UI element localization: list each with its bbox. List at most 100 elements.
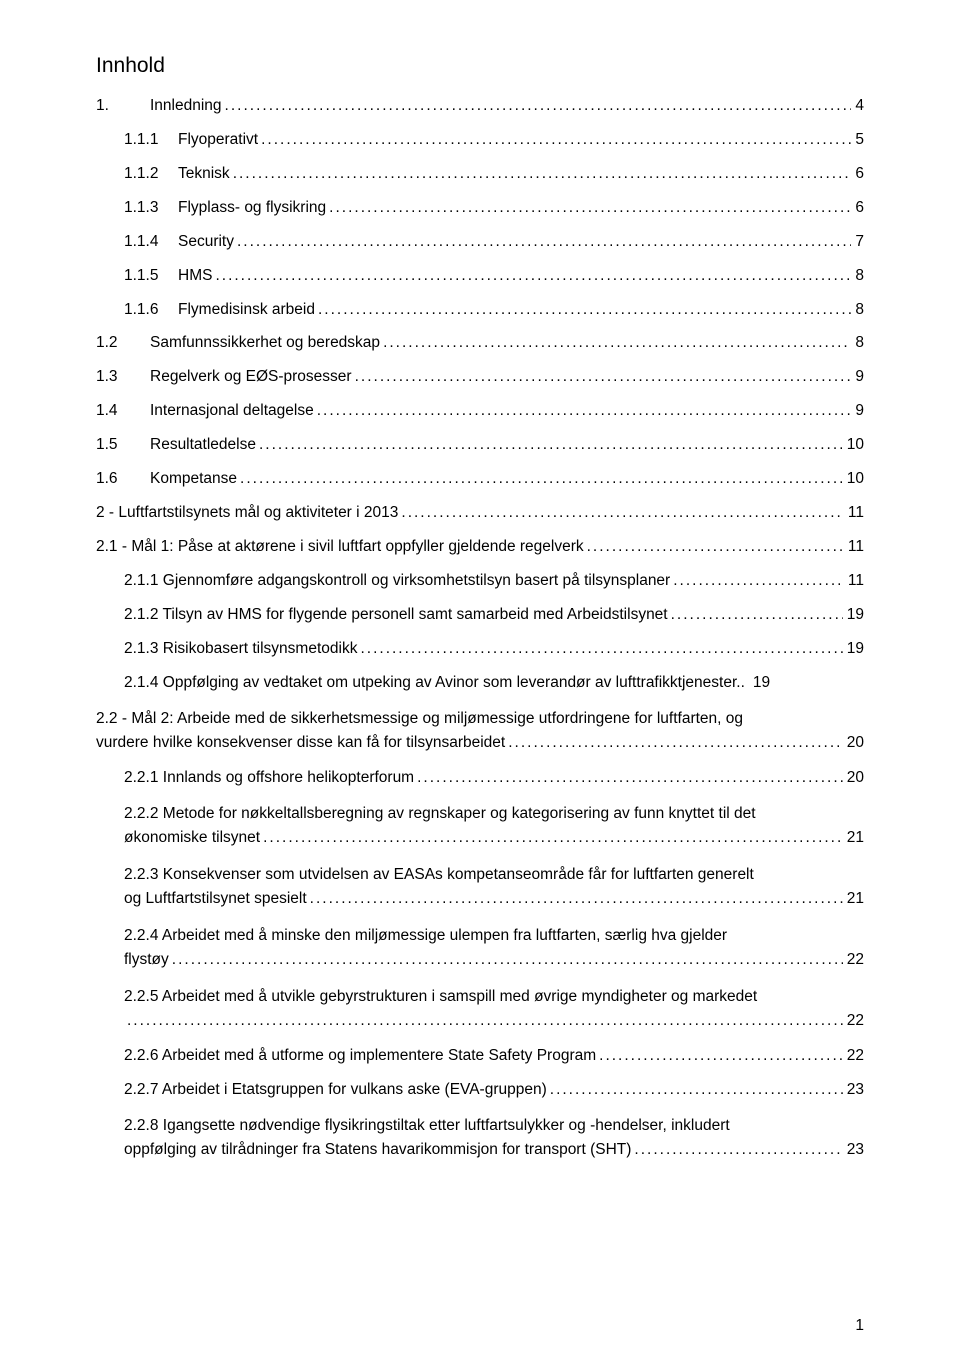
toc-label: Flymedisinsk arbeid (178, 300, 315, 321)
toc-label: Security (178, 232, 234, 253)
toc-number: 1.4 (96, 401, 150, 422)
toc-page: 6 (851, 164, 864, 185)
toc-page: 6 (851, 198, 864, 219)
toc-leader (352, 367, 852, 388)
toc-leader (124, 1009, 843, 1033)
toc-page: 19 (843, 605, 864, 626)
toc-page: 7 (851, 232, 864, 253)
toc-page: 10 (843, 469, 864, 490)
toc-entry[interactable]: 2.2.7 Arbeidet i Etatsgruppen for vulkan… (96, 1080, 864, 1101)
table-of-contents: 1.Innledning41.1.1Flyoperativt51.1.2Tekn… (96, 96, 864, 1162)
toc-entry[interactable]: 2 - Luftfartstilsynets mål og aktivitete… (96, 503, 864, 524)
toc-entry[interactable]: 1.6Kompetanse10 (96, 469, 864, 490)
toc-leader (230, 164, 852, 185)
toc-label: 2.2 - Mål 2: Arbeide med de sikkerhetsme… (96, 707, 864, 731)
toc-number: 1.1.6 (124, 300, 178, 321)
toc-label: 2.1 - Mål 1: Påse at aktørene i sivil lu… (96, 537, 584, 558)
toc-entry[interactable]: 1.Innledning4 (96, 96, 864, 117)
toc-label: Regelverk og EØS-prosesser (150, 367, 352, 388)
page-title: Innhold (96, 54, 864, 78)
toc-label: og Luftfartstilsynet spesielt (124, 887, 307, 911)
toc-leader (326, 198, 851, 219)
toc-leader (596, 1046, 843, 1067)
toc-leader (260, 826, 843, 850)
toc-label: 2.2.7 Arbeidet i Etatsgruppen for vulkan… (124, 1080, 547, 1101)
toc-label: Resultatledelse (150, 435, 256, 456)
toc-page: 4 (851, 96, 864, 117)
toc-leader (256, 435, 843, 456)
toc-label: 2.1.1 Gjennomføre adgangskontroll og vir… (124, 571, 670, 592)
toc-label: flystøy (124, 948, 169, 972)
toc-label: Teknisk (178, 164, 230, 185)
toc-label: 2.1.2 Tilsyn av HMS for flygende persone… (124, 605, 668, 626)
toc-label: 2.2.2 Metode for nøkkeltallsberegning av… (124, 802, 864, 826)
toc-entry[interactable]: 1.1.1Flyoperativt5 (96, 130, 864, 151)
toc-label: Innledning (150, 96, 222, 117)
toc-page: 23 (843, 1080, 864, 1101)
toc-page: 11 (844, 503, 864, 524)
toc-page: 10 (843, 435, 864, 456)
toc-label: 2.2.4 Arbeidet med å minske den miljømes… (124, 924, 864, 948)
toc-label: 2.1.3 Risikobasert tilsynsmetodikk (124, 639, 357, 660)
toc-entry[interactable]: 1.2Samfunnssikkerhet og beredskap8 (96, 333, 864, 354)
toc-number: 1.1.4 (124, 232, 178, 253)
toc-entry[interactable]: 2.2.4 Arbeidet med å minske den miljømes… (96, 924, 864, 972)
toc-entry[interactable]: 1.1.2Teknisk6 (96, 164, 864, 185)
toc-leader (237, 469, 843, 490)
toc-entry[interactable]: 2.2.8 Igangsette nødvendige flysikringst… (96, 1114, 864, 1162)
toc-entry[interactable]: 2.1 - Mål 1: Påse at aktørene i sivil lu… (96, 537, 864, 558)
toc-leader (668, 605, 843, 626)
toc-leader (357, 639, 842, 660)
toc-entry[interactable]: 2.1.4 Oppfølging av vedtaket om utpeking… (96, 673, 864, 694)
toc-label: Internasjonal deltagelse (150, 401, 314, 422)
toc-label: 2.2.6 Arbeidet med å utforme og implemen… (124, 1046, 596, 1067)
page-number: 1 (855, 1317, 864, 1335)
toc-entry[interactable]: 2.2.1 Innlands og offshore helikopterfor… (96, 768, 864, 789)
toc-entry[interactable]: 1.3Regelverk og EØS-prosesser9 (96, 367, 864, 388)
toc-entry[interactable]: 1.4Internasjonal deltagelse 9 (96, 401, 864, 422)
toc-page: 23 (843, 1138, 864, 1162)
toc-label: 2.2.1 Innlands og offshore helikopterfor… (124, 768, 414, 789)
toc-page: 19 (843, 639, 864, 660)
toc-page: 9 (851, 401, 864, 422)
toc-page: 11 (844, 537, 864, 558)
toc-label: Samfunnssikkerhet og beredskap (150, 333, 380, 354)
toc-leader (414, 768, 843, 789)
toc-page: 8 (851, 333, 864, 354)
toc-entry[interactable]: 1.1.6Flymedisinsk arbeid 8 (96, 300, 864, 321)
toc-entry[interactable]: 2.1.1 Gjennomføre adgangskontroll og vir… (96, 571, 864, 592)
toc-entry[interactable]: 2.1.2 Tilsyn av HMS for flygende persone… (96, 605, 864, 626)
toc-entry[interactable]: 2.2.6 Arbeidet med å utforme og implemen… (96, 1046, 864, 1067)
toc-page: 22 (843, 1009, 864, 1033)
toc-entry[interactable]: 2.2.2 Metode for nøkkeltallsberegning av… (96, 802, 864, 850)
toc-leader (212, 266, 851, 287)
toc-entry[interactable]: 2.2.3 Konsekvenser som utvidelsen av EAS… (96, 863, 864, 911)
toc-label: 2 - Luftfartstilsynets mål og aktivitete… (96, 503, 398, 524)
toc-leader (584, 537, 844, 558)
toc-page: 19 (749, 673, 770, 694)
toc-leader (398, 503, 844, 524)
toc-entry[interactable]: 1.1.3Flyplass- og flysikring6 (96, 198, 864, 219)
toc-label: Flyoperativt (178, 130, 258, 151)
toc-leader (258, 130, 851, 151)
toc-number: 1.1.3 (124, 198, 178, 219)
toc-page: 22 (843, 1046, 864, 1067)
toc-entry[interactable]: 2.1.3 Risikobasert tilsynsmetodikk 19 (96, 639, 864, 660)
toc-page: 21 (843, 887, 864, 911)
toc-entry[interactable]: 1.1.5HMS8 (96, 266, 864, 287)
toc-page: 22 (843, 948, 864, 972)
toc-page: 20 (843, 731, 864, 755)
toc-entry[interactable]: 1.5Resultatledelse10 (96, 435, 864, 456)
toc-entry[interactable]: 1.1.4Security 7 (96, 232, 864, 253)
toc-leader (505, 731, 843, 755)
toc-label: 2.2.3 Konsekvenser som utvidelsen av EAS… (124, 863, 864, 887)
toc-leader (547, 1080, 843, 1101)
toc-label: HMS (178, 266, 212, 287)
toc-label: 2.2.5 Arbeidet med å utvikle gebyrstrukt… (124, 985, 864, 1009)
toc-page: 8 (851, 300, 864, 321)
toc-label: vurdere hvilke konsekvenser disse kan få… (96, 731, 505, 755)
toc-entry[interactable]: 2.2 - Mål 2: Arbeide med de sikkerhetsme… (96, 707, 864, 755)
toc-label: Kompetanse (150, 469, 237, 490)
toc-entry[interactable]: 2.2.5 Arbeidet med å utvikle gebyrstrukt… (96, 985, 864, 1033)
toc-page: 20 (843, 768, 864, 789)
